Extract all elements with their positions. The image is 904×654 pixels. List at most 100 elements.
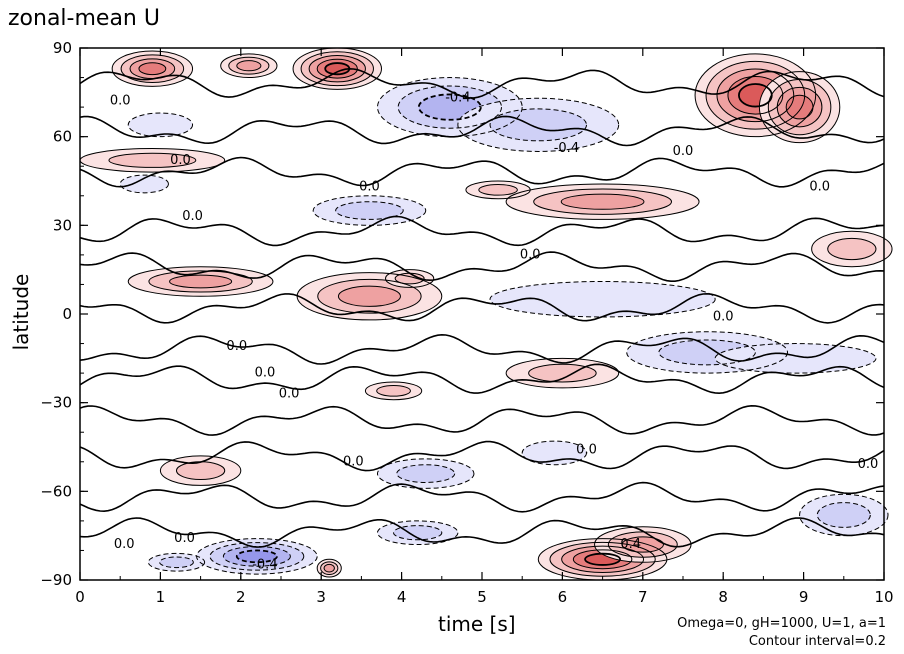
y-tick-label-2: −30 [40,394,72,412]
anomaly-negative-27-level-1 [393,525,442,540]
contour-label-4: -0.4 [445,91,470,106]
contour-25-3 [235,549,278,564]
contour-9-1 [533,188,673,215]
contour-label-11: 0.0 [255,366,276,381]
contour-21-1 [376,385,411,397]
anomaly-negative-7-level-0 [128,113,193,137]
contour-label-18: 0.4 [620,537,641,552]
contour-label-9: 0.0 [713,309,734,324]
contour-2-1 [228,56,270,75]
anomaly-positive-20-level-1 [528,364,597,382]
contour-19-0 [714,343,877,374]
contour-12-0 [119,174,169,194]
zero-contour-1 [79,115,885,147]
contour-3-3 [727,75,784,115]
anomaly-negative-17-level-0 [490,281,716,317]
contour-2-2 [236,60,262,72]
contour-20-0 [505,357,620,389]
x-tick-label-1: 1 [156,588,166,606]
zero-contour-5 [79,292,885,324]
contour-label-5: -0.4 [554,141,579,156]
contour-28-3 [572,549,633,570]
contour-4-0 [758,71,841,144]
x-axis-label: time [s] [438,612,516,636]
contour-6-1 [489,108,588,142]
contour-13-1 [148,270,253,293]
contour-31-2 [323,563,335,573]
contour-13-0 [127,266,274,297]
contour-29-2 [621,536,664,553]
contour-label-8: 0.0 [520,247,541,262]
contour-11-1 [335,201,404,220]
anomaly-positive-8-level-1 [108,153,196,168]
contour-26-1 [159,556,194,569]
anomaly-negative-11-level-1 [335,201,404,220]
contour-7-0 [127,112,194,138]
chart-title: zonal-mean U [8,6,160,31]
zero-contour-3 [79,215,885,247]
anomaly-positive-2-level-2 [236,60,261,71]
parameter-note: Omega=0, gH=1000, U=1, a=1 [677,616,886,631]
zero-contour-6 [79,333,885,365]
contour-3-1 [705,60,806,130]
zero-contour-10 [79,481,885,513]
contour-9-0 [505,183,700,220]
anomaly-positive-1-level-3 [138,62,166,75]
contour-2-0 [220,53,278,79]
contour-1-3 [138,62,167,76]
anomaly-negative-25-level-3 [236,550,277,563]
contour-23-1 [396,464,456,483]
contour-31-1 [320,561,339,576]
anomaly-negative-26-level-1 [159,556,194,568]
contour-0-2 [308,55,366,83]
contour-labels: 0.00.00.00.0-0.4-0.4 0.00.00.00.00.00.00.… [110,91,878,573]
x-tick-label-7: 7 [638,588,648,606]
contour-label-3: 0.0 [359,179,380,194]
anomaly-positive-13-level-2 [169,275,232,288]
contour-4-2 [776,86,823,128]
anomaly-positive-21-level-1 [376,385,411,397]
y-tick-label-3: 0 [62,305,72,323]
contour-22-0 [159,455,242,486]
contour-9-2 [560,193,645,210]
contour-label-12: 0.0 [279,386,300,401]
anomaly-negative-12-level-0 [120,175,169,193]
x-tick-label-3: 3 [316,588,326,606]
zero-contour-2 [79,156,885,188]
contour-5-1 [397,85,503,129]
x-tick-label-8: 8 [718,588,728,606]
contour-label-19: -0.4 [252,558,277,573]
contour-1-0 [111,50,194,87]
y-tick-label-5: 60 [53,128,72,146]
contour-15-0 [385,269,435,288]
contour-13-2 [169,274,233,289]
contour-label-16: 0.0 [114,537,135,552]
y-tick-label-0: −90 [40,571,72,589]
contour-label-7: 0.0 [809,179,830,194]
contour-label-2: 0.0 [182,209,203,224]
x-tick-label-10: 10 [874,588,893,606]
contour-18-0 [626,331,789,374]
contour-0-1 [300,51,374,87]
anomaly-positive-16-level-1 [827,238,876,260]
contour-14-2 [337,285,401,307]
anomaly-positive-10-level-1 [478,184,518,196]
contour-23-0 [376,458,475,489]
anomaly-negative-23-level-1 [396,464,455,483]
contour-label-13: 0.0 [343,454,364,469]
anomaly-positive-14-level-2 [338,286,401,307]
zero-contour-7 [79,363,885,395]
contour-18-1 [658,339,756,366]
contour-1-1 [120,54,185,83]
contour-6-0 [457,97,620,152]
x-tick-label-4: 4 [397,588,407,606]
contour-label-6: 0.0 [673,144,694,159]
anomaly-positive-31-level-2 [324,564,335,572]
x-tick-label-5: 5 [477,588,487,606]
contour-16-1 [827,237,877,261]
contour-10-1 [478,184,518,196]
contour-20-1 [528,363,597,383]
contour-21-0 [364,381,423,401]
contour-5-2 [417,93,482,121]
